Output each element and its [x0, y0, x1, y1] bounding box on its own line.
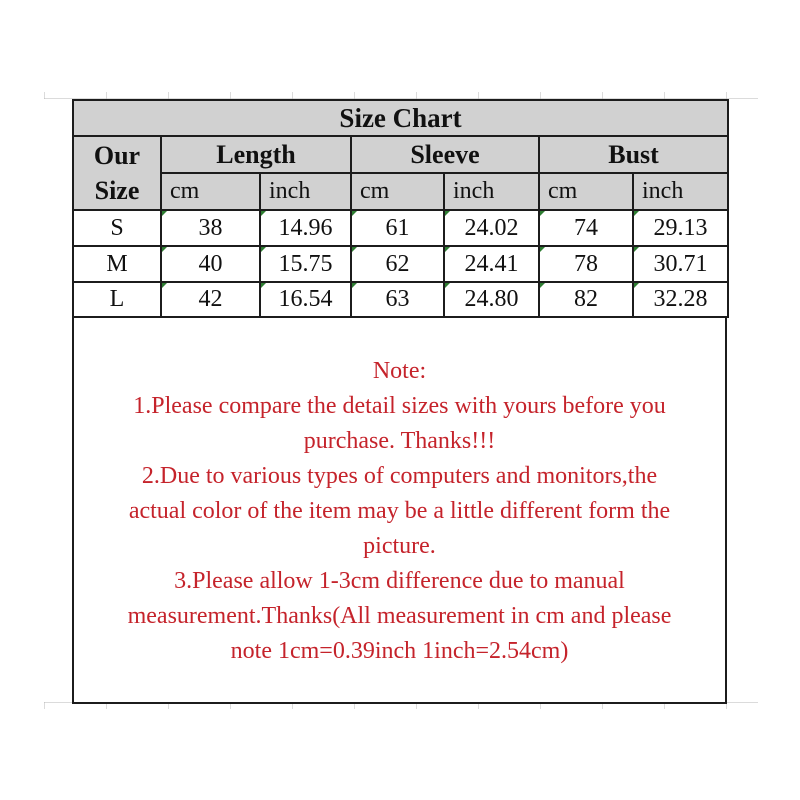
column-group-sleeve: Sleeve [350, 135, 540, 174]
length-cm-value: 42 [160, 281, 261, 318]
note-line-7: measurement.Thanks(All measurement in cm… [127, 603, 672, 629]
length-inch-value: 14.96 [259, 209, 352, 247]
note-line-2: purchase. Thanks!!! [303, 428, 496, 454]
sleeve-inch-value: 24.80 [443, 281, 540, 318]
table-row-size-m: M 40 15.75 62 24.41 78 30.71 [72, 245, 730, 283]
note-line-1: 1.Please compare the detail sizes with y… [133, 393, 666, 419]
unit-header-length-cm: cm [160, 172, 261, 211]
size-chart-title: Size Chart [71, 99, 730, 137]
bust-cm-value: 78 [538, 245, 634, 283]
size-label: L [72, 281, 162, 318]
size-label: M [72, 245, 162, 283]
unit-header-bust-inch: inch [631, 172, 730, 211]
spreadsheet-gridlines-top [44, 92, 758, 99]
unit-header-length-inch: inch [259, 172, 352, 211]
note-title: Note: [372, 358, 427, 384]
bust-inch-value: 30.71 [631, 245, 730, 283]
sleeve-cm-value: 63 [350, 281, 445, 318]
column-header-our-size: Our Size [72, 135, 162, 211]
unit-header-bust-cm: cm [538, 172, 634, 211]
note-line-8: note 1cm=0.39inch 1inch=2.54cm) [230, 638, 569, 664]
table-row-size-l: L 42 16.54 63 24.80 82 32.28 [72, 281, 730, 318]
sleeve-inch-value: 24.02 [443, 209, 540, 247]
table-row-size-s: S 38 14.96 61 24.02 74 29.13 [72, 209, 730, 247]
length-cm-value: 38 [160, 209, 261, 247]
size-chart-container: Size Chart Our Size Length Sleeve Bust c… [71, 99, 730, 704]
size-chart-table: Size Chart Our Size Length Sleeve Bust c… [71, 99, 730, 318]
bust-cm-value: 74 [538, 209, 634, 247]
note-line-4: actual color of the item may be a little… [128, 498, 671, 524]
sleeve-inch-value: 24.41 [443, 245, 540, 283]
column-group-length: Length [160, 135, 352, 174]
column-group-bust: Bust [537, 135, 730, 174]
length-inch-value: 15.75 [259, 245, 352, 283]
unit-header-sleeve-cm: cm [350, 172, 445, 211]
note-line-5: picture. [363, 533, 436, 559]
length-cm-value: 40 [160, 245, 261, 283]
sleeve-cm-value: 62 [350, 245, 445, 283]
note-line-3: 2.Due to various types of computers and … [141, 463, 658, 489]
note-section: Note: 1.Please compare the detail sizes … [72, 318, 727, 704]
bust-cm-value: 82 [538, 281, 634, 318]
length-inch-value: 16.54 [259, 281, 352, 318]
bust-inch-value: 29.13 [631, 209, 730, 247]
bust-inch-value: 32.28 [631, 281, 730, 318]
note-line-6: 3.Please allow 1-3cm difference due to m… [174, 568, 625, 594]
unit-header-sleeve-inch: inch [443, 172, 540, 211]
size-label: S [72, 209, 162, 247]
sleeve-cm-value: 61 [350, 209, 445, 247]
